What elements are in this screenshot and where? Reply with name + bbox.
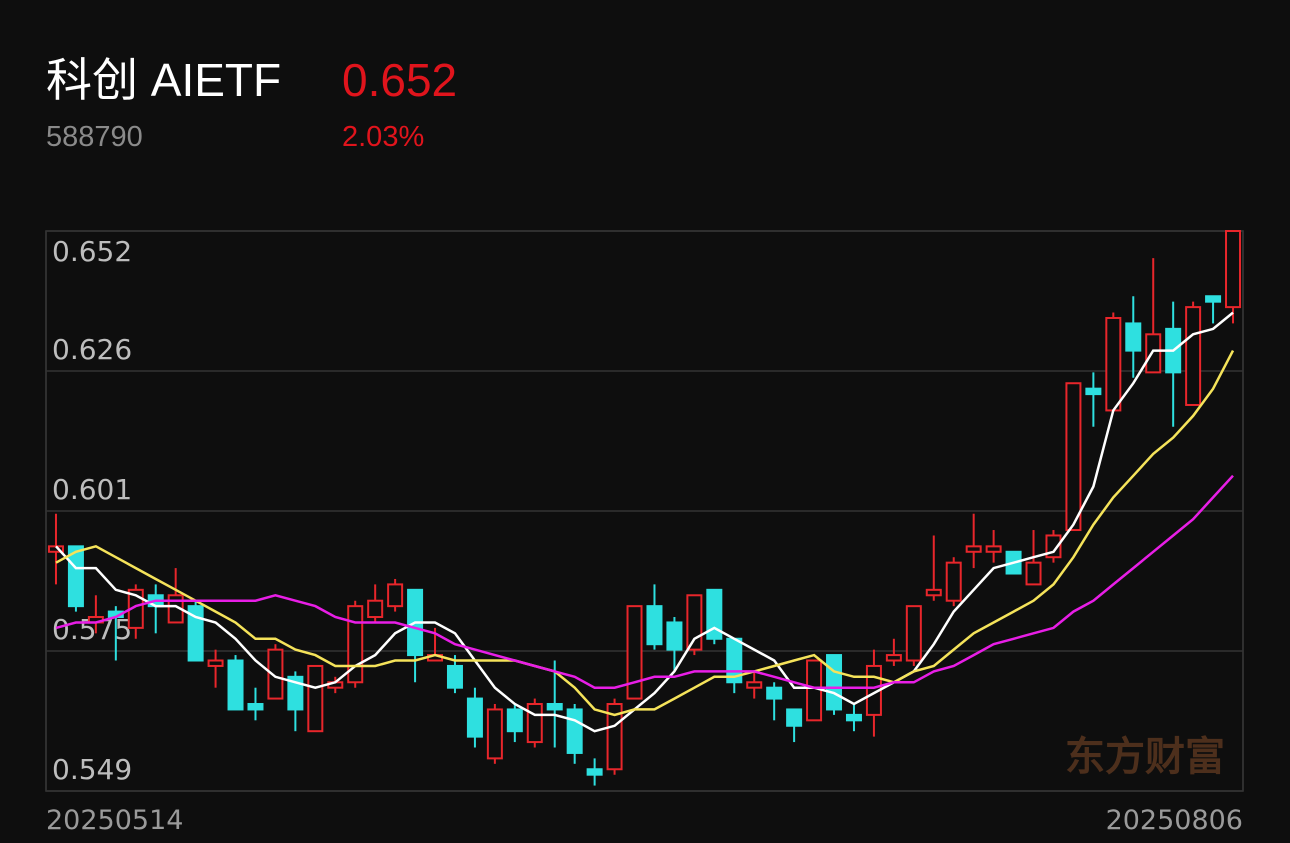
candle-body [626, 605, 643, 700]
candle-body [1225, 230, 1242, 309]
candle-body [945, 561, 962, 602]
moving-average-line [55, 350, 1235, 717]
candle-body [307, 664, 324, 733]
candle-body [666, 621, 683, 651]
moving-average-line [55, 311, 1234, 733]
y-tick-label: 0.601 [52, 473, 132, 506]
candle-body [227, 659, 244, 711]
candle-body [706, 588, 723, 640]
y-tick-label: 0.652 [52, 235, 132, 268]
candle-body [1105, 316, 1122, 412]
candle-body [806, 659, 823, 722]
candle-body [387, 583, 404, 608]
candle-body [207, 659, 224, 667]
candle-body [67, 545, 84, 608]
candle-body [1085, 387, 1102, 396]
fund-name: 科创 AIETF [46, 54, 281, 106]
candle-body [646, 605, 663, 646]
candle-body [606, 703, 623, 771]
candle-body [446, 664, 463, 689]
moving-average-line [55, 474, 1234, 689]
candle-body [965, 545, 982, 553]
candle-body [845, 713, 862, 722]
candle-body [267, 648, 284, 700]
candle-body [486, 708, 503, 760]
candle-body [1125, 322, 1142, 352]
candle-body [686, 594, 703, 651]
candle-body [526, 703, 543, 744]
candle-body [1025, 561, 1042, 586]
candle-body [746, 681, 763, 689]
candle-body [466, 697, 483, 738]
candle-body [247, 703, 264, 711]
change: 2.03% [342, 121, 424, 153]
x-tick-label: 20250514 [46, 805, 183, 836]
price: 0.652 [342, 54, 457, 106]
candle-body [826, 654, 843, 711]
candle-body [786, 708, 803, 727]
candle-body [287, 675, 304, 711]
candle-body [506, 708, 523, 733]
y-tick-label: 0.549 [52, 753, 132, 786]
candle-body [1205, 295, 1222, 303]
y-tick-label: 0.626 [52, 333, 132, 366]
candle-body [885, 654, 902, 662]
candle-body [985, 545, 1002, 553]
x-tick-label: 20250806 [1106, 805, 1243, 836]
candle-body [546, 703, 563, 711]
fund-code: 588790 [46, 121, 143, 153]
candle-body [766, 686, 783, 700]
candle-body [1065, 382, 1082, 532]
watermark: 东方财富 [1065, 734, 1225, 780]
candle-body [1145, 333, 1162, 374]
candle-body [925, 588, 942, 597]
candle-body [905, 605, 922, 662]
candle-body [187, 605, 204, 662]
candle-body [566, 708, 583, 754]
candle-body [586, 768, 603, 776]
candle-body [1185, 306, 1202, 406]
candle-body [367, 599, 384, 619]
